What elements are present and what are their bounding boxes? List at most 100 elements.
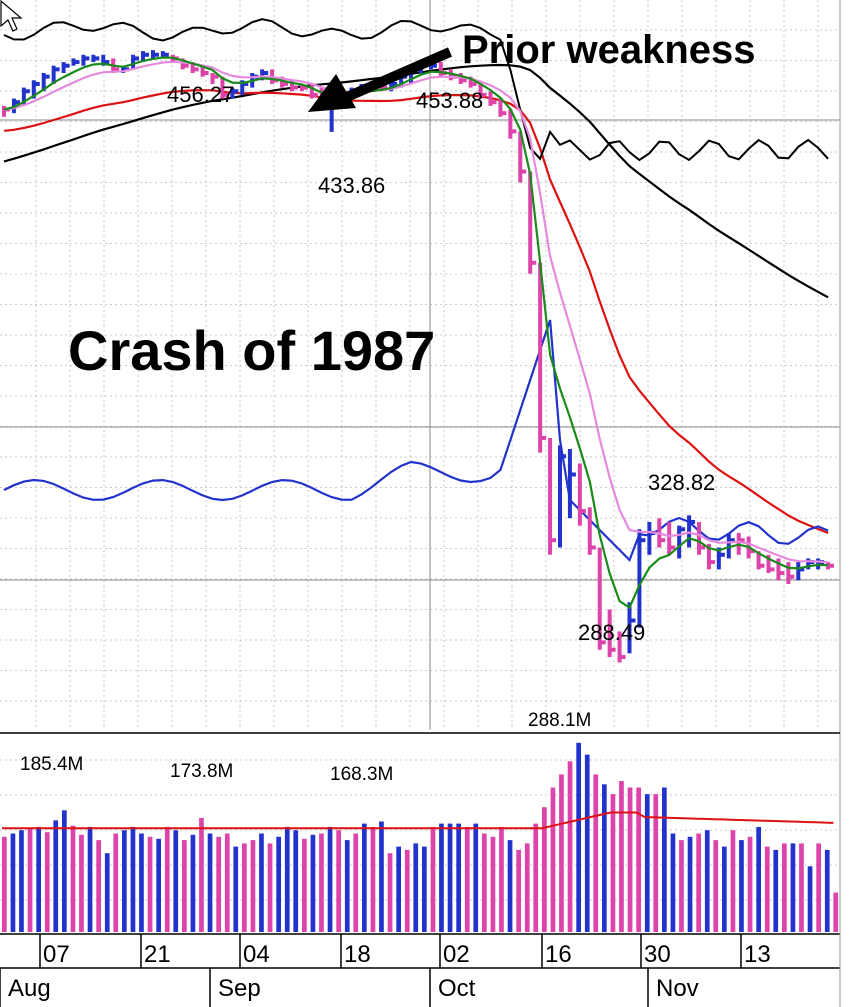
volume-bar: [482, 833, 487, 932]
price-bar: [91, 54, 100, 63]
volume-bar: [44, 832, 50, 932]
price-label-low-sep: 433.86: [318, 173, 385, 198]
volume-bar: [70, 825, 76, 932]
volume-bar: [207, 833, 213, 932]
top-indicator-line: [3, 18, 829, 162]
callout-annotation: Prior weakness: [462, 28, 756, 72]
volume-bar: [233, 846, 239, 932]
price-bar: [51, 65, 60, 84]
price-bar: [131, 54, 140, 70]
price-bar: [677, 525, 686, 559]
price-bar: [726, 532, 735, 559]
volume-bar: [199, 817, 204, 932]
volume-label-crash: 288.1M: [528, 710, 591, 731]
volume-bar: [422, 846, 427, 932]
month-label: Oct: [438, 975, 476, 1002]
volume-bar: [799, 843, 804, 932]
moving-average-mid-line: [3, 60, 829, 564]
volume-bar: [267, 843, 273, 932]
date-tick-label: 04: [243, 941, 270, 968]
volume-bar: [722, 846, 727, 932]
callout-arrow: [308, 47, 452, 112]
price-bar: [826, 562, 835, 570]
price-bar: [150, 50, 159, 59]
volume-bar: [507, 840, 513, 932]
price-bar: [61, 62, 70, 73]
volume-bar: [619, 781, 624, 932]
volume-bar: [413, 843, 419, 932]
volume-bar: [302, 838, 307, 932]
price-bar: [81, 54, 90, 66]
volume-bar: [276, 836, 281, 932]
volume-bar: [284, 826, 290, 932]
volume-bar: [164, 826, 170, 932]
price-bar: [210, 73, 219, 84]
volume-bar: [499, 826, 504, 932]
volume-bar: [104, 853, 110, 932]
price-bar: [577, 463, 586, 526]
volume-bar: [739, 840, 744, 932]
price-bar: [488, 91, 497, 106]
volume-bar: [293, 830, 299, 932]
headline-annotation: Crash of 1987: [68, 319, 435, 382]
volume-bar: [19, 830, 24, 932]
price-bar: [766, 554, 775, 574]
price-bar: [607, 609, 616, 657]
volume-bar: [27, 828, 33, 932]
volume-bar: [593, 774, 599, 932]
volume-bar: [464, 826, 470, 932]
volume-bar: [190, 834, 196, 932]
price-bar: [647, 521, 656, 555]
volume-bar: [670, 833, 676, 932]
volume-bar: [87, 826, 93, 932]
volume-bar: [259, 833, 264, 932]
price-bar: [786, 562, 795, 584]
price-bar: [498, 98, 507, 117]
date-tick-label: 07: [43, 941, 70, 968]
price-label-rebound-high: 328.82: [648, 470, 715, 495]
price-bar: [71, 58, 80, 66]
date-tick-label: 13: [744, 941, 771, 968]
volume-bar: [439, 823, 444, 932]
price-bar: [796, 562, 805, 581]
volume-bar: [456, 823, 461, 932]
date-tick-label: 16: [545, 941, 572, 968]
volume-bar: [559, 774, 564, 932]
volume-bar: [430, 826, 436, 932]
price-bar: [627, 602, 636, 654]
volume-bar: [516, 849, 521, 932]
price-bar: [587, 507, 596, 555]
volume-bar: [216, 836, 221, 932]
volume-bar: [242, 843, 247, 932]
volume-bar: [816, 843, 821, 932]
volume-bar: [533, 823, 539, 932]
volume-bar: [250, 840, 256, 932]
month-label: Sep: [218, 975, 261, 1002]
price-label-high-aug: 456.27: [167, 82, 234, 107]
volume-bar: [490, 836, 496, 932]
volume-bar: [576, 742, 581, 932]
volume-bar: [550, 787, 556, 932]
volume-bar: [182, 840, 187, 932]
volume-label-sep: 168.3M: [330, 764, 393, 785]
volume-bar: [79, 834, 84, 932]
volume-bar: [362, 823, 367, 932]
date-tick-label: 30: [644, 941, 671, 968]
volume-bar: [370, 826, 376, 932]
volume-bar: [644, 794, 650, 932]
month-label: Aug: [8, 975, 51, 1002]
volume-bar: [130, 826, 136, 932]
volume-bar: [567, 761, 573, 932]
price-bar: [528, 171, 537, 274]
volume-bar: [113, 833, 119, 932]
price-bar: [220, 76, 229, 99]
volume-bar: [122, 830, 127, 932]
price-bar: [637, 529, 646, 628]
volume-bar: [542, 807, 547, 932]
volume-bar: [602, 784, 607, 933]
price-label-low-crash: 288.49: [578, 620, 645, 645]
volume-bar: [327, 826, 333, 932]
volume-bar: [404, 849, 410, 932]
volume-bar: [447, 823, 453, 932]
volume-bar: [696, 833, 701, 932]
